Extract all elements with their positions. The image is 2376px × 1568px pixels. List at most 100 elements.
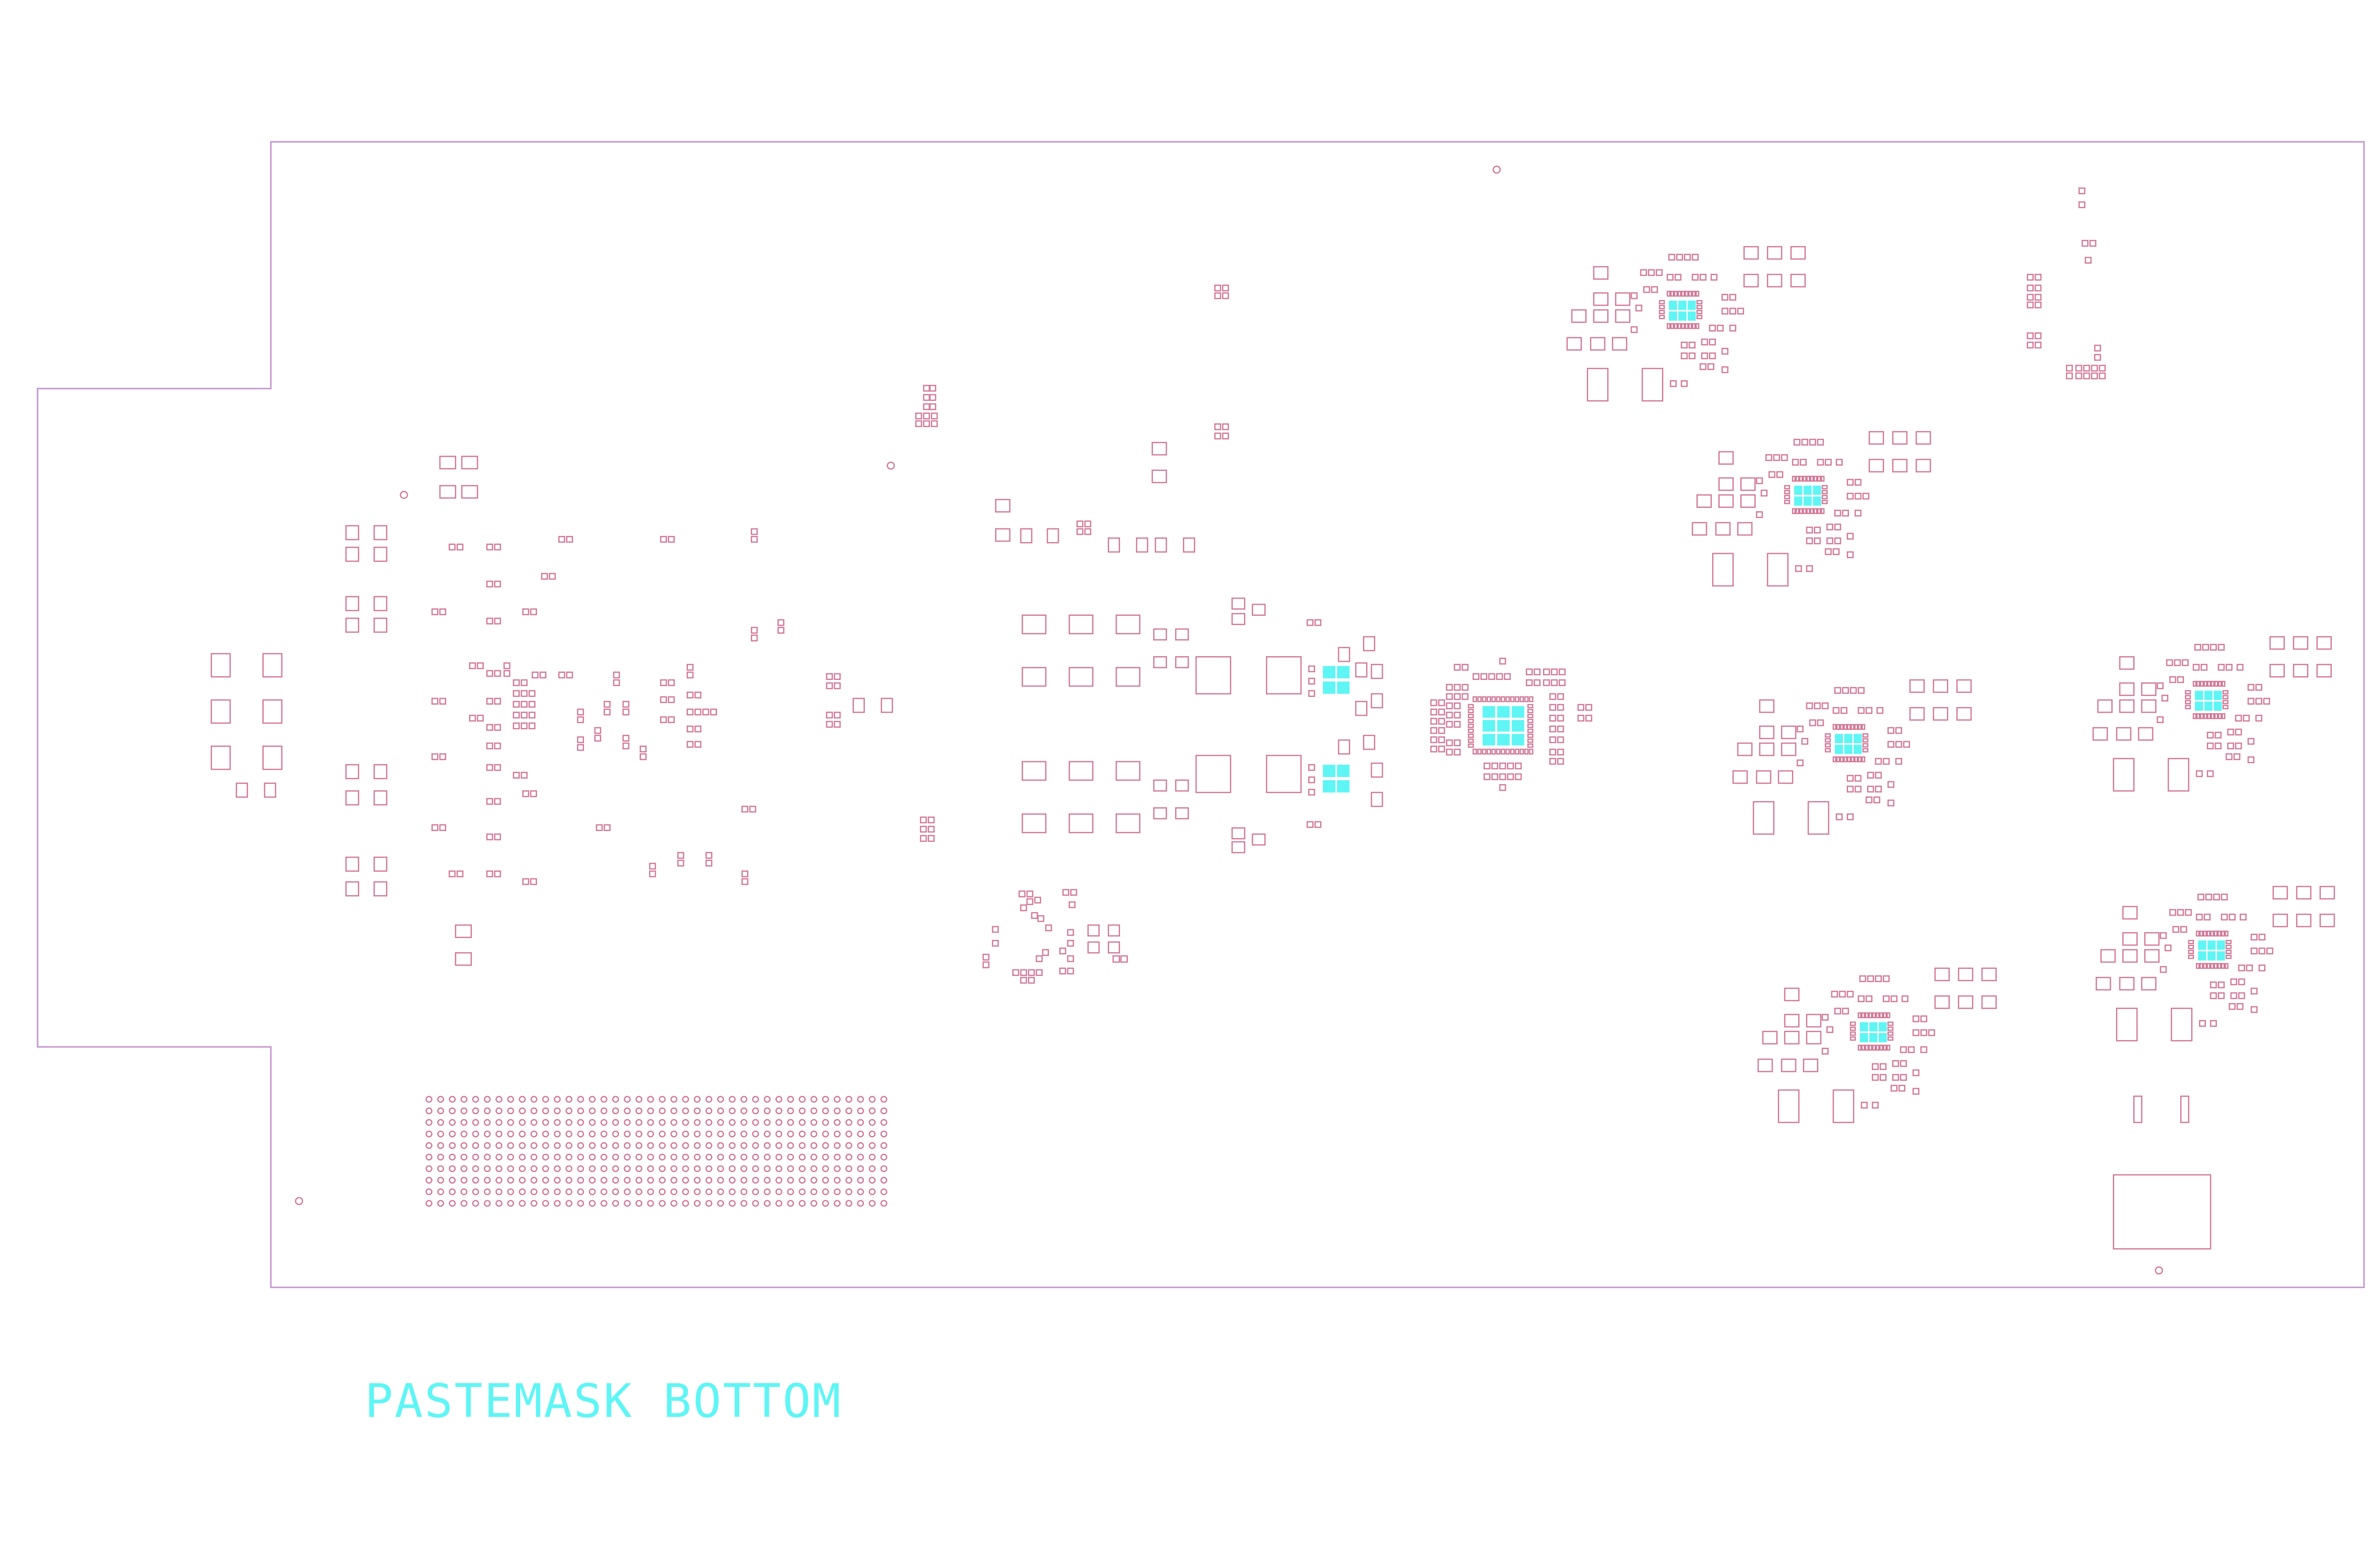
smd-pad <box>211 653 231 678</box>
smd-pad <box>1467 718 1474 723</box>
smd-pad <box>1836 756 1840 763</box>
via-circle <box>484 1096 491 1103</box>
smd-pad <box>2218 992 2225 999</box>
via-circle <box>460 1154 468 1161</box>
via-circle <box>635 1119 642 1126</box>
via-circle <box>775 1154 783 1161</box>
smd-pad <box>1549 736 1556 744</box>
via-circle <box>518 1119 526 1126</box>
smd-pad <box>2094 344 2101 352</box>
smd-pad <box>1670 290 1674 297</box>
smd-pad <box>1593 266 1609 280</box>
smd-pad <box>1667 274 1674 281</box>
smd-pad <box>2174 659 2181 666</box>
via-circle <box>554 1107 561 1115</box>
via-circle <box>659 1165 666 1172</box>
smd-pad <box>2210 1020 2217 1027</box>
smd-pad <box>1778 770 1793 784</box>
smd-pad <box>1920 1046 1927 1053</box>
via-circle <box>764 1142 771 1149</box>
via-circle <box>542 1188 549 1195</box>
via-circle <box>425 1176 432 1184</box>
smd-pad <box>604 824 611 831</box>
via-circle <box>659 1154 666 1161</box>
via-circle <box>495 1176 503 1184</box>
via-circle <box>647 1142 654 1149</box>
via-circle <box>530 1188 537 1195</box>
via-circle <box>449 1188 456 1195</box>
smd-pad <box>1817 439 1824 446</box>
smd-pad <box>1854 478 1862 486</box>
via-circle <box>507 1119 514 1126</box>
via-circle <box>472 1107 479 1115</box>
smd-pad <box>2193 664 2200 671</box>
smd-pad <box>1858 687 1865 694</box>
via-circle <box>507 1154 514 1161</box>
via-circle <box>530 1107 537 1115</box>
smd-pad <box>1496 748 1501 755</box>
via-circle <box>589 1107 596 1115</box>
smd-pad <box>1871 1101 1879 1109</box>
smd-pad <box>2119 682 2135 696</box>
via-circle <box>542 1154 549 1161</box>
smd-pad <box>1472 748 1477 755</box>
via-circle <box>752 1176 759 1184</box>
smd-pad <box>741 805 748 813</box>
smd-pad <box>1557 693 1564 700</box>
smd-pad <box>1817 476 1821 482</box>
smd-pad <box>751 535 758 543</box>
smd-pad <box>1676 254 1683 261</box>
smd-pad <box>2247 698 2255 705</box>
smd-pad <box>486 581 493 588</box>
smd-pad <box>1821 1013 1829 1021</box>
smd-pad <box>1438 746 1445 753</box>
smd-pad <box>486 617 493 625</box>
via-circle <box>798 1176 806 1184</box>
smd-pad <box>2218 713 2222 719</box>
via-circle <box>612 1188 619 1195</box>
smd-pad <box>2184 705 2191 709</box>
smd-pad <box>1836 813 1843 821</box>
smd-pad <box>2184 695 2191 699</box>
smd-pad <box>456 544 464 551</box>
via-circle <box>589 1119 596 1126</box>
via-circle <box>647 1176 654 1184</box>
smd-pad <box>1486 748 1491 755</box>
smd-pad <box>1868 459 1884 473</box>
smd-pad <box>660 716 667 723</box>
smd-pad <box>1488 673 1495 680</box>
smd-pad <box>2172 926 2180 933</box>
smd-pad <box>1934 995 1950 1009</box>
via-circle <box>600 1142 608 1149</box>
smd-pad <box>494 544 501 551</box>
thermal-pad <box>1482 734 1495 746</box>
via-circle <box>507 1200 514 1207</box>
smd-pad <box>613 679 620 686</box>
smd-pad <box>1901 995 1909 1003</box>
smd-pad <box>1729 307 1736 315</box>
smd-pad <box>1831 991 1838 998</box>
smd-pad <box>1759 699 1775 713</box>
smd-pad <box>1817 719 1824 727</box>
via-circle <box>589 1200 596 1207</box>
thermal-pad <box>1678 300 1686 310</box>
smd-pad <box>345 546 359 562</box>
smd-pad <box>1658 300 1665 305</box>
smd-pad <box>1214 284 1221 292</box>
smd-pad <box>1514 762 1522 770</box>
smd-pad <box>1524 696 1529 702</box>
via-circle <box>565 1154 573 1161</box>
via-circle <box>635 1130 642 1138</box>
smd-pad <box>2210 981 2217 988</box>
smd-pad <box>2258 964 2266 972</box>
via-circle <box>764 1154 771 1161</box>
via-circle <box>460 1119 468 1126</box>
smd-pad <box>1692 522 1707 536</box>
smd-pad <box>577 708 584 716</box>
smd-pad <box>1438 736 1445 744</box>
smd-pad <box>1467 733 1474 738</box>
smd-pad <box>649 862 656 870</box>
smd-pad <box>2255 698 2262 705</box>
smd-pad <box>2193 713 2197 719</box>
smd-pad <box>2097 699 2113 713</box>
